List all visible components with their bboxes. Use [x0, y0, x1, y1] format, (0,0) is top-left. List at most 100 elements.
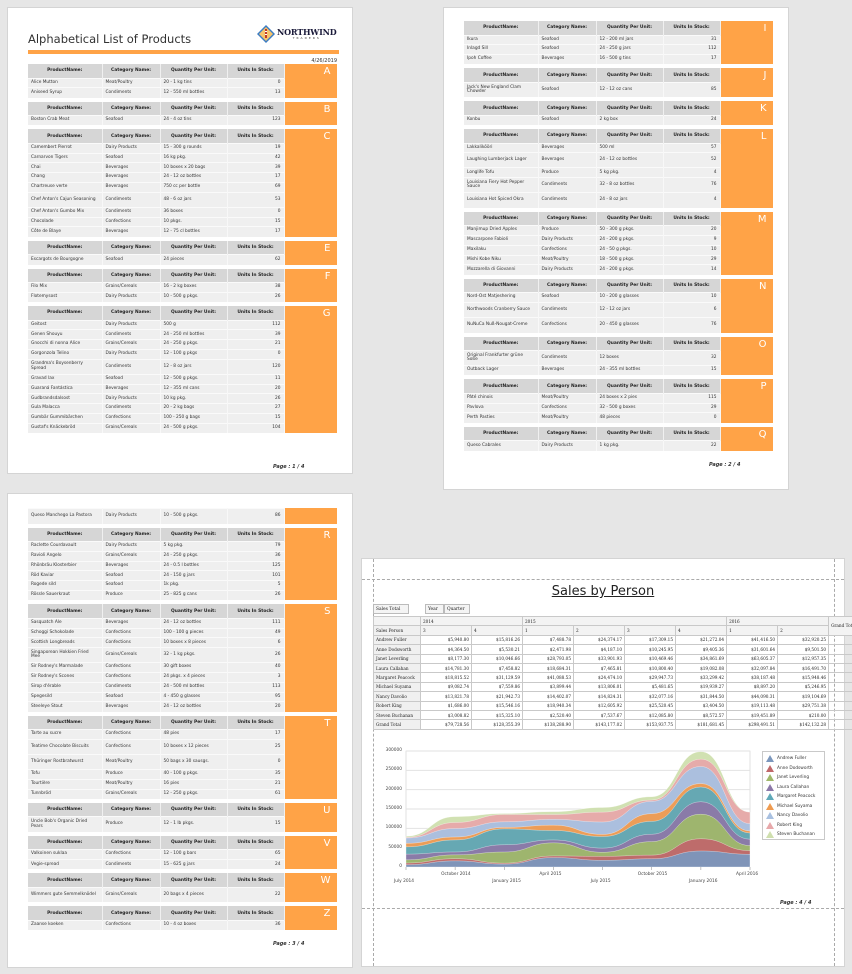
quantity-per-unit-cell: 15 - 625 g jars: [160, 859, 228, 870]
group-letter: M: [757, 213, 767, 225]
units-in-stock-cell: 0: [227, 349, 285, 360]
quarter-header[interactable]: 3: [624, 625, 677, 636]
quantity-per-unit-cell: 5 kg pkg.: [596, 167, 664, 178]
sales-person-name[interactable]: Margaret Peacock: [373, 672, 421, 683]
units-in-stock-cell: 22: [227, 886, 285, 903]
product-name-cell: Singaporean Hokkien Fried Mee: [28, 647, 103, 663]
product-name-cell: Queso Cabrales: [464, 440, 539, 451]
sales-value-cell: $28,793.05: [522, 653, 575, 664]
category-name-cell: Condiments: [102, 358, 161, 375]
legend-item[interactable]: Michael Suyama: [766, 802, 821, 812]
sales-person-name[interactable]: Janet Leverling: [373, 653, 421, 664]
product-name-cell: Camembert Pierrot: [28, 142, 103, 154]
quarter-header[interactable]: 3: [420, 625, 472, 636]
table-row: Scottish Longbreads Confections 10 boxes x…: [28, 637, 285, 648]
y-axis-tick: 0: [399, 864, 402, 869]
sales-value-cell: $3,008.82: [420, 709, 472, 721]
sales-value-cell: $210.00: [777, 709, 830, 721]
units-in-stock-cell: 14: [663, 264, 721, 275]
pivot-row: Robert King $1,686.00 $15,546.16 $18,940.34…: [373, 700, 852, 711]
col-header-quantity: Quantity Per Unit:: [160, 306, 228, 321]
grand-total-header: Grand Total: [828, 616, 852, 636]
year-header[interactable]: 2016: [726, 615, 830, 627]
sales-value-cell: $32,077.16: [624, 691, 677, 702]
col-header-quantity: Quantity Per Unit:: [596, 101, 664, 116]
col-header-quantity: Quantity Per Unit:: [596, 129, 664, 144]
quantity-per-unit-cell: 10 boxes x 8 pieces: [160, 637, 228, 648]
area-series-andrew-fuller[interactable]: [405, 850, 751, 868]
sales-person-name[interactable]: Nancy Davolio: [373, 691, 421, 702]
legend-item[interactable]: Margaret Peacock: [766, 792, 821, 802]
quantity-per-unit-cell: 36 boxes: [160, 206, 228, 218]
product-groups: Queso Manchego La Pastora Dairy Products 1…: [28, 508, 342, 934]
product-name-cell: Genen Shouyu: [28, 329, 103, 340]
quarter-header[interactable]: 4: [470, 625, 524, 636]
units-in-stock-cell: 17: [227, 226, 285, 237]
quantity-per-unit-cell: 16 kg pkg.: [160, 152, 228, 163]
pivot-column-field-quarter[interactable]: Quarter: [444, 604, 470, 614]
table-row: Laughing Lumberjack Lager Beverages 24 - 1…: [464, 152, 721, 168]
legend-item[interactable]: Nancy Davolio: [766, 811, 821, 821]
product-name-cell: Jack's New England Clam Chowder: [464, 81, 539, 98]
sales-person-name[interactable]: Robert King: [373, 700, 421, 711]
sales-value-cell: $33,299.42: [675, 672, 728, 683]
legend-item[interactable]: Steven Buchanan: [766, 830, 821, 840]
sales-person-name[interactable]: Anne Dodsworth: [373, 644, 421, 655]
row-grand-total: $73,913.12: [828, 681, 852, 693]
table-row: Pavlova Confections 32 - 500 g boxes 29: [464, 402, 721, 413]
group-letter: F: [324, 270, 331, 282]
sales-value-cell: $7,537.67: [573, 709, 626, 721]
units-in-stock-cell: 26: [227, 647, 285, 663]
product-name-cell: Boston Crab Meat: [28, 115, 103, 126]
category-name-cell: Beverages: [102, 617, 161, 629]
quarter-header[interactable]: 1: [522, 625, 575, 636]
row-field-header[interactable]: Sales Person: [373, 625, 421, 636]
footer-band-border: [362, 908, 844, 909]
product-group-j: ProductName: Category Name: Quantity Per U…: [464, 68, 778, 98]
product-group-a: ProductName: Category Name: Quantity Per U…: [28, 64, 342, 98]
col-header-product: ProductName:: [28, 873, 103, 888]
pivot-column-field-year[interactable]: Year: [425, 604, 444, 614]
sales-value-cell: $9,082.74: [420, 681, 472, 693]
legend-item[interactable]: Anne Dodsworth: [766, 764, 821, 774]
table-row: Sasquatch Ale Beverages 24 - 12 oz bottles…: [28, 617, 285, 629]
sales-person-name[interactable]: Andrew Fuller: [373, 634, 421, 646]
units-in-stock-cell: 26: [227, 589, 285, 601]
col-header-stock: Units In Stock:: [227, 268, 285, 283]
col-header-product: ProductName:: [464, 21, 539, 35]
sales-person-name[interactable]: Steven Buchanan: [373, 709, 421, 721]
pivot-row: Steven Buchanan $3,008.82 $15,325.10 $2,520…: [373, 709, 852, 721]
units-in-stock-cell: 42: [227, 152, 285, 163]
quarter-header[interactable]: 1: [726, 625, 779, 636]
quarter-header[interactable]: 2: [573, 625, 626, 636]
table-row: Tourtière Meat/Poultry 16 pies 21: [28, 778, 285, 790]
legend-item[interactable]: Robert King: [766, 821, 821, 831]
units-in-stock-cell: 0: [663, 412, 721, 423]
quantity-per-unit-cell: 5 kg pkg.: [160, 541, 228, 552]
legend-item[interactable]: Laura Callahan: [766, 783, 821, 793]
table-row: Röd Kaviar Seafood 24 - 150 g jars 101: [28, 570, 285, 581]
quantity-per-unit-cell: 48 pies: [160, 729, 228, 740]
col-header-stock: Units In Stock:: [227, 835, 285, 850]
legend-item[interactable]: Janet Leverling: [766, 773, 821, 783]
year-header[interactable]: 2014: [419, 615, 524, 627]
col-header-quantity: Quantity Per Unit:: [160, 240, 228, 255]
sales-person-name[interactable]: Laura Callahan: [373, 662, 421, 674]
table-row: Teatime Chocolate Biscuits Confections 10 …: [28, 738, 285, 755]
sales-person-name[interactable]: Michael Suyama: [373, 681, 421, 693]
sales-value-cell: $29,947.73: [624, 672, 677, 683]
quarter-header[interactable]: 2: [777, 625, 830, 636]
sales-value-cell: $19,113.48: [726, 700, 779, 711]
pivot-row: Anne Dodsworth $4,364.50 $5,530.21 $2,471.9…: [373, 644, 852, 655]
legend-label: Michael Suyama: [777, 803, 813, 809]
product-name-cell: Ikura: [464, 34, 539, 45]
quarter-header[interactable]: 4: [675, 625, 728, 636]
product-name-cell: Original Frankfurter grüne Soße: [464, 350, 539, 366]
year-header[interactable]: 2015: [522, 615, 728, 627]
report-page-3: Queso Manchego La Pastora Dairy Products 1…: [7, 493, 353, 968]
legend-item[interactable]: Andrew Fuller: [766, 754, 821, 764]
sales-value-cell: $12,605.92: [573, 700, 626, 711]
pivot-data-field[interactable]: Sales Total: [373, 604, 409, 614]
units-in-stock-cell: 15: [663, 365, 721, 376]
group-letter-badge: V: [284, 835, 337, 870]
